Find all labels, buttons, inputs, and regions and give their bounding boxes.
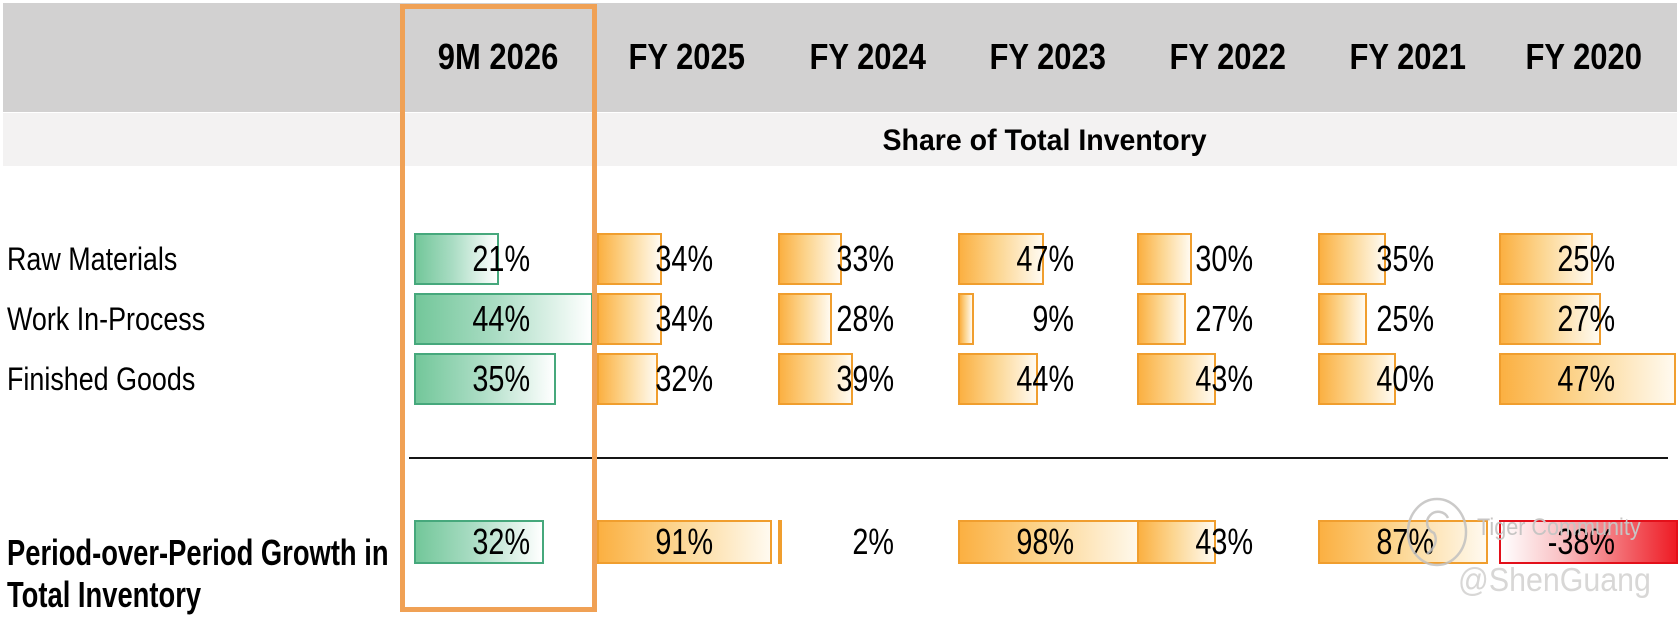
bar-finished-goods-fy-2024 bbox=[778, 353, 853, 405]
value-label-raw-materials-fy-2024: 33% bbox=[836, 238, 894, 279]
row-label-work-in-process: Work In-Process bbox=[7, 301, 206, 337]
growth-row-label: Period-over-Period Growth in Total Inven… bbox=[7, 532, 509, 616]
value-label-finished-goods-fy-2020: 47% bbox=[1557, 358, 1615, 399]
value-label-period-over-period-growth-in-total-inventory-fy-2025: 91% bbox=[655, 521, 713, 562]
bar-raw-materials-fy-2022 bbox=[1137, 233, 1192, 285]
value-label-raw-materials-9m-2026: 21% bbox=[472, 238, 530, 279]
value-label-raw-materials-fy-2021: 35% bbox=[1376, 238, 1434, 279]
bar-finished-goods-fy-2023 bbox=[958, 353, 1038, 405]
value-label-work-in-process-fy-2025: 34% bbox=[655, 298, 713, 339]
bar-finished-goods-9m-2026 bbox=[414, 353, 556, 405]
value-label-work-in-process-fy-2022: 27% bbox=[1195, 298, 1253, 339]
value-label-period-over-period-growth-in-total-inventory-fy-2021: 87% bbox=[1376, 521, 1434, 562]
bar-finished-goods-fy-2022 bbox=[1137, 353, 1216, 405]
section-title: Share of Total Inventory bbox=[882, 124, 1208, 157]
growth-row-label-line1: Period-over-Period Growth in bbox=[7, 532, 389, 573]
value-label-finished-goods-fy-2023: 44% bbox=[1016, 358, 1074, 399]
separator-line bbox=[409, 457, 1668, 459]
value-label-work-in-process-9m-2026: 44% bbox=[472, 298, 530, 339]
bar-period-over-period-growth-in-total-inventory-9m-2026 bbox=[414, 520, 544, 564]
bar-finished-goods-fy-2021 bbox=[1318, 353, 1396, 405]
value-label-work-in-process-fy-2020: 27% bbox=[1557, 298, 1615, 339]
value-label-finished-goods-fy-2022: 43% bbox=[1195, 358, 1253, 399]
bar-raw-materials-fy-2025 bbox=[597, 233, 662, 285]
watermark-handle-text: @ShenGuang bbox=[1458, 561, 1651, 598]
value-label-finished-goods-fy-2024: 39% bbox=[836, 358, 894, 399]
tiger-community-logo-icon bbox=[1406, 497, 1468, 567]
bar-period-over-period-growth-in-total-inventory-fy-2024 bbox=[778, 520, 782, 564]
value-label-period-over-period-growth-in-total-inventory-fy-2024: 2% bbox=[852, 521, 894, 562]
bar-work-in-process-fy-2021 bbox=[1318, 293, 1367, 345]
value-label-work-in-process-fy-2023: 9% bbox=[1032, 298, 1074, 339]
bar-raw-materials-fy-2023 bbox=[958, 233, 1044, 285]
value-label-work-in-process-fy-2021: 25% bbox=[1376, 298, 1434, 339]
watermark-brand-text: Tiger Community bbox=[1477, 514, 1641, 541]
bar-period-over-period-growth-in-total-inventory-fy-2025 bbox=[597, 520, 772, 564]
bar-raw-materials-fy-2021 bbox=[1318, 233, 1386, 285]
value-label-period-over-period-growth-in-total-inventory-fy-2023: 98% bbox=[1016, 521, 1074, 562]
bar-work-in-process-fy-2020 bbox=[1499, 293, 1601, 345]
bar-finished-goods-fy-2020 bbox=[1499, 353, 1676, 405]
bar-work-in-process-fy-2025 bbox=[597, 293, 662, 345]
bar-period-over-period-growth-in-total-inventory-fy-2021 bbox=[1318, 520, 1488, 564]
value-label-work-in-process-fy-2024: 28% bbox=[836, 298, 894, 339]
value-label-period-over-period-growth-in-total-inventory-fy-2022: 43% bbox=[1195, 521, 1253, 562]
subtitle-band bbox=[3, 113, 1677, 166]
growth-row-label-line2: Total Inventory bbox=[7, 574, 202, 615]
column-header-fy-2020: FY 2020 bbox=[1525, 36, 1643, 77]
column-header-fy-2024: FY 2024 bbox=[809, 36, 927, 77]
value-label-raw-materials-fy-2023: 47% bbox=[1016, 238, 1074, 279]
value-label-finished-goods-fy-2025: 32% bbox=[655, 358, 713, 399]
row-label-raw-materials: Raw Materials bbox=[7, 241, 178, 277]
bar-raw-materials-9m-2026 bbox=[414, 233, 499, 285]
column-header-9m-2026: 9M 2026 bbox=[437, 36, 559, 77]
value-label-raw-materials-fy-2025: 34% bbox=[655, 238, 713, 279]
column-header-fy-2022: FY 2022 bbox=[1169, 36, 1287, 77]
bar-period-over-period-growth-in-total-inventory-fy-2022 bbox=[1137, 520, 1216, 564]
bar-work-in-process-fy-2024 bbox=[778, 293, 832, 345]
column-header-fy-2021: FY 2021 bbox=[1349, 36, 1467, 77]
bar-raw-materials-fy-2024 bbox=[778, 233, 842, 285]
column-header-fy-2025: FY 2025 bbox=[628, 36, 746, 77]
value-label-period-over-period-growth-in-total-inventory-9m-2026: 32% bbox=[472, 521, 530, 562]
value-label-raw-materials-fy-2022: 30% bbox=[1195, 238, 1253, 279]
row-label-finished-goods: Finished Goods bbox=[7, 361, 196, 397]
bar-raw-materials-fy-2020 bbox=[1499, 233, 1593, 285]
bar-work-in-process-fy-2022 bbox=[1137, 293, 1186, 345]
value-label-finished-goods-fy-2021: 40% bbox=[1376, 358, 1434, 399]
bar-finished-goods-fy-2025 bbox=[597, 353, 658, 405]
value-label-finished-goods-9m-2026: 35% bbox=[472, 358, 530, 399]
bar-work-in-process-9m-2026 bbox=[414, 293, 593, 345]
value-label-period-over-period-growth-in-total-inventory-fy-2020: -38% bbox=[1547, 521, 1615, 562]
bar-period-over-period-growth-in-total-inventory-fy-2023 bbox=[958, 520, 1144, 564]
highlight-box-current-period bbox=[400, 4, 597, 612]
column-header-fy-2023: FY 2023 bbox=[989, 36, 1107, 77]
bar-period-over-period-growth-in-total-inventory-fy-2020 bbox=[1499, 520, 1678, 564]
bar-work-in-process-fy-2023 bbox=[958, 293, 974, 345]
value-label-raw-materials-fy-2020: 25% bbox=[1557, 238, 1615, 279]
header-band bbox=[3, 3, 1677, 112]
